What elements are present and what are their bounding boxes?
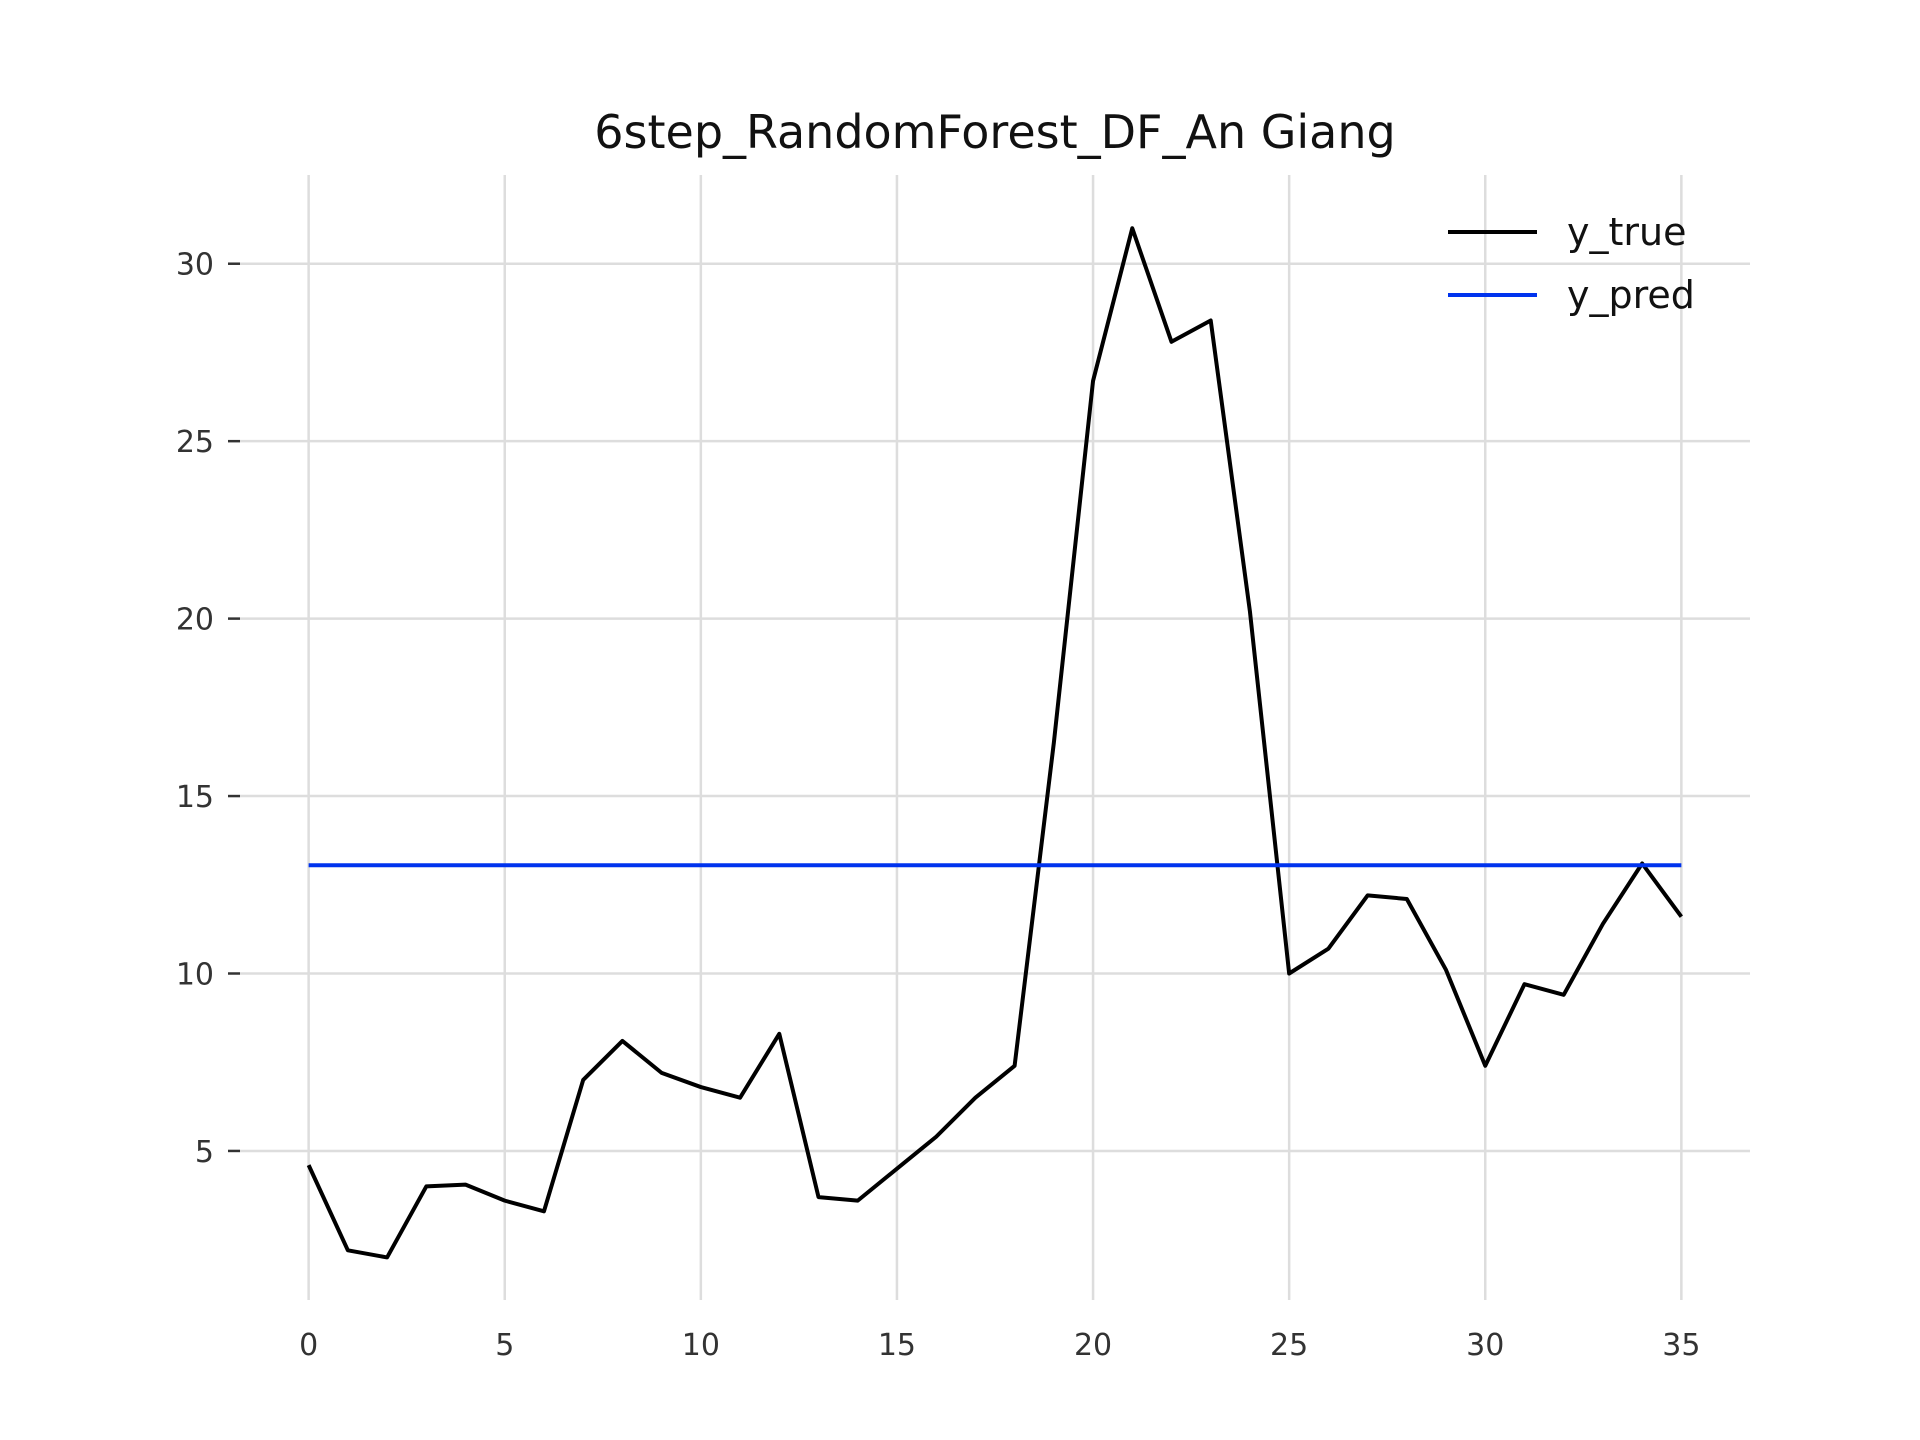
- data-point-y_true: [1405, 897, 1409, 901]
- data-point-y_pred: [738, 863, 742, 867]
- data-point-y_pred: [1169, 863, 1173, 867]
- data-point-y_pred: [307, 863, 311, 867]
- data-point-y_pred: [464, 863, 468, 867]
- data-point-y_true: [1169, 340, 1173, 344]
- data-point-y_true: [581, 1078, 585, 1082]
- data-point-y_pred: [699, 863, 703, 867]
- data-point-y_true: [895, 1167, 899, 1171]
- data-point-y_true: [1483, 1064, 1487, 1068]
- data-point-y_pred: [1562, 863, 1566, 867]
- data-point-y_true: [934, 1135, 938, 1139]
- data-point-y_true: [699, 1085, 703, 1089]
- chart-title: 6step_RandomForest_DF_An Giang: [594, 105, 1395, 159]
- data-point-y_pred: [542, 863, 546, 867]
- series-lines: [306, 226, 1683, 1260]
- data-point-y_true: [346, 1248, 350, 1252]
- data-point-y_true: [620, 1039, 624, 1043]
- data-point-y_true: [660, 1071, 664, 1075]
- data-point-y_true: [1287, 972, 1291, 976]
- data-point-y_true: [1444, 968, 1448, 972]
- data-point-y_pred: [1091, 863, 1095, 867]
- data-point-y_pred: [1248, 863, 1252, 867]
- data-point-y_pred: [424, 863, 428, 867]
- x-tick-label: 5: [495, 1328, 514, 1363]
- data-point-y_pred: [1444, 863, 1448, 867]
- data-point-y_pred: [934, 863, 938, 867]
- data-point-y_pred: [660, 863, 664, 867]
- data-point-y_true: [973, 1096, 977, 1100]
- data-point-y_true: [1091, 379, 1095, 383]
- data-point-y_true: [385, 1255, 389, 1259]
- data-point-y_true: [1522, 982, 1526, 986]
- x-tick-label: 15: [878, 1328, 916, 1363]
- data-point-y_true: [1013, 1064, 1017, 1068]
- legend-label-y_true: y_true: [1567, 210, 1686, 254]
- axis-ticks: 0 5 10 15 20 25 30 35 5 10 15 20 25 30: [176, 248, 1701, 1363]
- x-tick-label: 0: [299, 1328, 318, 1363]
- data-point-y_pred: [1522, 863, 1526, 867]
- y-tick-label: 15: [176, 780, 214, 815]
- data-point-y_pred: [1601, 863, 1605, 867]
- data-point-y_pred: [1405, 863, 1409, 867]
- data-point-y_pred: [1013, 863, 1017, 867]
- data-point-y_pred: [895, 863, 899, 867]
- data-point-y_pred: [1366, 863, 1370, 867]
- data-point-y_true: [1562, 993, 1566, 997]
- data-point-y_true: [1248, 610, 1252, 614]
- data-point-y_pred: [973, 863, 977, 867]
- data-point-y_pred: [620, 863, 624, 867]
- data-point-y_true: [464, 1183, 468, 1187]
- data-point-y_true: [307, 1163, 311, 1167]
- data-point-y_true: [1366, 893, 1370, 897]
- x-tick-label: 35: [1662, 1328, 1700, 1363]
- data-point-y_true: [1326, 947, 1330, 951]
- legend-label-y_pred: y_pred: [1567, 273, 1695, 317]
- data-point-y_pred: [503, 863, 507, 867]
- data-point-y_pred: [1287, 863, 1291, 867]
- data-point-y_pred: [1209, 863, 1213, 867]
- data-point-y_true: [738, 1096, 742, 1100]
- x-tick-label: 10: [682, 1328, 720, 1363]
- data-point-y_true: [542, 1209, 546, 1213]
- y-tick-label: 10: [176, 958, 214, 993]
- grid: [240, 175, 1750, 1300]
- x-tick-label: 20: [1074, 1328, 1112, 1363]
- series-line-y_true: [306, 226, 1683, 1260]
- legend: y_true y_pred: [1448, 210, 1695, 317]
- data-point-y_pred: [817, 863, 821, 867]
- data-point-y_pred: [385, 863, 389, 867]
- y-tick-label: 5: [195, 1135, 214, 1170]
- data-point-y_true: [1601, 922, 1605, 926]
- data-point-y_true: [856, 1199, 860, 1203]
- data-point-y_pred: [1640, 863, 1644, 867]
- data-point-y_true: [424, 1184, 428, 1188]
- data-point-y_pred: [1679, 863, 1683, 867]
- data-point-y_true: [1679, 915, 1683, 919]
- data-point-y_true: [503, 1199, 507, 1203]
- data-point-y_pred: [1130, 863, 1134, 867]
- x-tick-label: 25: [1270, 1328, 1308, 1363]
- data-point-y_pred: [1052, 863, 1056, 867]
- y-tick-label: 25: [176, 425, 214, 460]
- data-point-y_pred: [1326, 863, 1330, 867]
- y-tick-label: 30: [176, 248, 214, 283]
- data-point-y_true: [1052, 741, 1056, 745]
- data-point-y_true: [817, 1195, 821, 1199]
- x-tick-label: 30: [1466, 1328, 1504, 1363]
- data-point-y_pred: [581, 863, 585, 867]
- data-point-y_pred: [1483, 863, 1487, 867]
- data-point-y_pred: [856, 863, 860, 867]
- data-point-y_true: [777, 1032, 781, 1036]
- data-point-y_true: [1209, 319, 1213, 323]
- data-point-y_true: [1130, 226, 1134, 230]
- data-point-y_pred: [777, 863, 781, 867]
- y-tick-label: 20: [176, 603, 214, 638]
- data-point-y_pred: [346, 863, 350, 867]
